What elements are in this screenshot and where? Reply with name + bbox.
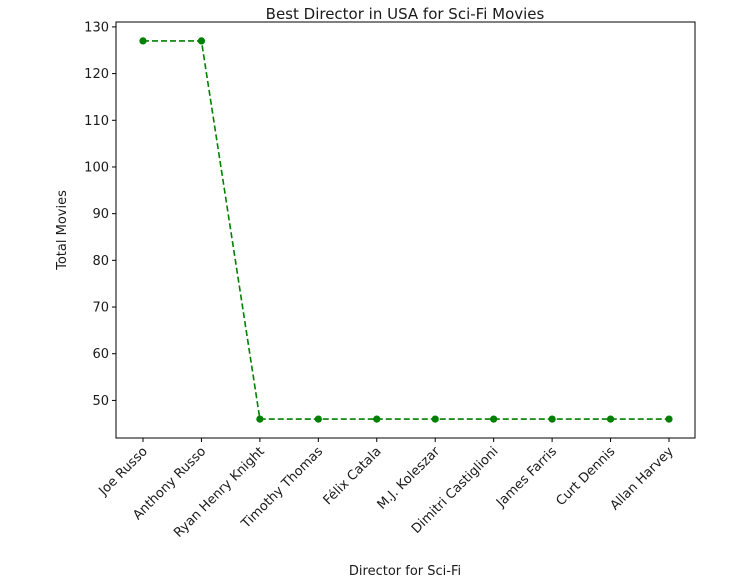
data-point	[548, 415, 556, 423]
x-tick-label: Félix Catala	[321, 444, 385, 508]
y-tick-label: 90	[92, 207, 109, 222]
data-point	[606, 415, 615, 423]
y-tick-label: 130	[84, 20, 109, 35]
x-tick-label: Allan Harvey	[608, 444, 677, 513]
x-axis-label: Director for Sci-Fi	[349, 564, 461, 579]
x-tick-label: Joe Russo	[96, 444, 151, 499]
y-axis-label: Total Movies	[55, 190, 70, 271]
data-point	[314, 415, 322, 423]
series-line-group	[139, 37, 673, 423]
x-tick-label: James Farris	[493, 444, 560, 511]
y-tick-label: 60	[92, 347, 109, 362]
y-tick-label: 50	[92, 394, 109, 409]
data-point	[139, 37, 147, 45]
y-tick-label: 100	[84, 160, 109, 175]
data-point	[373, 415, 381, 423]
y-axis-ticks: 50 60 70 80 90 100 110 120 130	[84, 20, 116, 409]
data-point	[490, 415, 498, 423]
x-tick-label: Curt Dennis	[553, 444, 618, 509]
plot-frame	[115, 21, 696, 439]
data-point	[665, 415, 673, 423]
data-point	[256, 415, 264, 423]
y-tick-label: 80	[92, 254, 109, 269]
series-line	[143, 40, 669, 420]
chart-title: Best Director in USA for Sci-Fi Movies	[266, 5, 545, 23]
data-point	[431, 415, 439, 423]
y-tick-label: 110	[84, 114, 109, 129]
data-point	[197, 37, 206, 45]
y-tick-label: 120	[84, 67, 109, 82]
y-tick-label: 70	[92, 301, 109, 316]
